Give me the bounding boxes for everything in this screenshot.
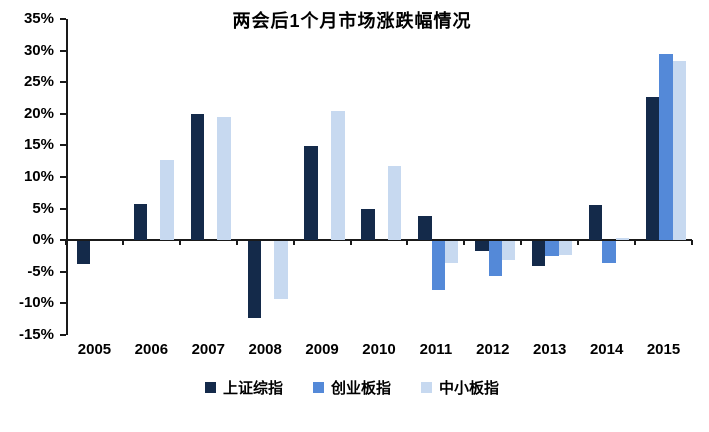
- y-axis-tick: [60, 49, 66, 52]
- y-axis-tick-label: 25%: [23, 73, 54, 91]
- y-axis-tick: [60, 81, 66, 84]
- bar-2013-上证综指: [532, 241, 546, 266]
- y-axis-tick-label: -5%: [27, 262, 54, 280]
- x-axis-tick: [634, 240, 637, 246]
- x-axis-tick: [292, 240, 295, 246]
- legend-swatch-icon: [421, 382, 432, 393]
- bar-2011-中小板指: [445, 241, 459, 264]
- legend-item: 创业板指: [312, 377, 391, 398]
- y-axis-tick: [60, 334, 66, 336]
- bar-2015-中小板指: [672, 61, 686, 241]
- bar-2010-中小板指: [388, 165, 402, 241]
- bar-2014-创业板指: [602, 241, 616, 263]
- y-axis-tick: [60, 270, 66, 273]
- y-axis-tick: [60, 112, 66, 115]
- x-axis-label: 2007: [191, 341, 225, 358]
- x-axis-tick: [235, 240, 238, 246]
- y-axis-tick: [60, 18, 66, 20]
- bar-2009-上证综指: [304, 146, 318, 241]
- x-axis-label: 2012: [476, 341, 510, 358]
- bar-2012-上证综指: [475, 241, 489, 251]
- bar-2008-上证综指: [247, 241, 261, 319]
- x-axis-label: 2013: [533, 341, 567, 358]
- x-axis-tick: [121, 240, 124, 246]
- y-axis: [66, 19, 68, 335]
- y-axis-tick-label: 0%: [32, 231, 54, 249]
- x-axis-label: 2006: [134, 341, 169, 358]
- y-axis-tick: [60, 302, 66, 305]
- bar-2008-中小板指: [274, 241, 288, 299]
- bar-2010-上证综指: [361, 208, 375, 241]
- chart-title: 两会后1个月市场涨跌幅情况: [232, 11, 472, 31]
- bar-2011-创业板指: [431, 241, 445, 290]
- y-axis-tick-label: 20%: [23, 104, 54, 122]
- y-axis-tick: [60, 239, 66, 242]
- y-axis-tick: [60, 144, 66, 147]
- y-axis-tick-label: 15%: [23, 136, 54, 154]
- x-axis-label: 2005: [77, 341, 112, 358]
- bar-2014-上证综指: [588, 205, 603, 241]
- x-axis-tick: [520, 240, 523, 246]
- x-axis-tick: [178, 240, 181, 246]
- bar-2013-中小板指: [558, 241, 573, 256]
- y-axis-tick-label: -10%: [18, 294, 54, 312]
- legend-label: 创业板指: [330, 380, 391, 397]
- legend: 上证综指 创业板指 中小板指: [0, 377, 704, 398]
- x-axis-tick: [349, 240, 352, 246]
- x-axis-tick: [691, 240, 693, 246]
- y-axis-tick-label: 35%: [23, 10, 54, 27]
- y-axis-tick-label: -15%: [18, 326, 54, 343]
- x-axis-tick: [577, 240, 580, 246]
- x-axis-label: 2015: [646, 341, 681, 358]
- bar-2006-上证综指: [133, 203, 148, 241]
- bar-2015-创业板指: [659, 53, 673, 241]
- bar-2014-中小板指: [615, 237, 630, 241]
- y-axis-tick: [60, 176, 66, 178]
- x-axis-label: 2008: [248, 341, 282, 358]
- bar-2006-中小板指: [160, 159, 174, 241]
- x-axis-label: 2010: [362, 341, 396, 358]
- zero-axis: [66, 239, 692, 242]
- bar-2015-上证综指: [645, 97, 660, 241]
- y-axis-tick-label: 5%: [32, 199, 54, 217]
- y-axis-tick-label: 10%: [23, 168, 54, 185]
- x-axis-label: 2009: [305, 341, 339, 358]
- bar-2005-上证综指: [76, 241, 91, 264]
- x-axis-label: 2014: [589, 341, 624, 358]
- bar-2009-中小板指: [331, 111, 345, 241]
- x-axis-tick: [463, 240, 466, 246]
- x-axis-label: 2011: [419, 341, 453, 358]
- y-axis-tick-label: 30%: [23, 41, 54, 59]
- legend-item: 中小板指: [421, 377, 499, 398]
- x-axis-tick: [406, 240, 409, 246]
- legend-swatch-icon: [204, 382, 216, 393]
- legend-swatch-icon: [312, 382, 324, 393]
- bar-2007-中小板指: [217, 116, 231, 241]
- y-axis-tick: [60, 207, 66, 210]
- x-axis-tick: [65, 240, 67, 246]
- legend-label: 中小板指: [439, 380, 500, 397]
- bar-2007-上证综指: [190, 113, 204, 241]
- legend-item: 上证综指: [204, 377, 283, 398]
- legend-label: 上证综指: [222, 380, 283, 397]
- bar-2012-创业板指: [488, 241, 502, 276]
- bar-2012-中小板指: [501, 241, 516, 260]
- bar-2011-上证综指: [418, 215, 432, 241]
- bar-2013-创业板指: [545, 241, 559, 257]
